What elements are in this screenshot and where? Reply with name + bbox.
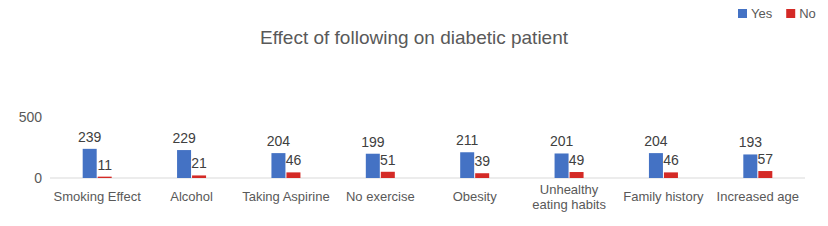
x-tick-label: Family history bbox=[623, 189, 704, 204]
bar bbox=[381, 172, 395, 178]
y-tick-label: 500 bbox=[19, 109, 43, 125]
data-label: 211 bbox=[456, 132, 479, 148]
bar bbox=[192, 175, 206, 178]
bar bbox=[475, 173, 489, 178]
x-tick-label: Alcohol bbox=[170, 189, 213, 204]
legend-swatch bbox=[738, 9, 747, 18]
x-tick-label: Taking Aspirine bbox=[242, 189, 329, 204]
data-label: 51 bbox=[380, 152, 396, 168]
x-tick-label: Increased age bbox=[717, 189, 799, 204]
data-label: 193 bbox=[739, 134, 763, 150]
x-tick-label-line: eating habits bbox=[532, 197, 606, 212]
chart-title: Effect of following on diabetic patient bbox=[260, 27, 569, 48]
bar bbox=[460, 152, 474, 178]
x-tick-label: Unhealthyeating habits bbox=[532, 182, 606, 212]
x-tick-label-line: Unhealthy bbox=[540, 182, 599, 197]
bar bbox=[271, 153, 285, 178]
data-label: 229 bbox=[172, 130, 196, 146]
x-tick-label: Smoking Effect bbox=[54, 189, 142, 204]
data-label: 11 bbox=[97, 157, 112, 173]
bars bbox=[83, 149, 773, 178]
bar bbox=[570, 172, 584, 178]
bar bbox=[98, 177, 112, 178]
bar bbox=[758, 171, 772, 178]
x-tick-label: No exercise bbox=[346, 189, 415, 204]
y-tick bbox=[46, 117, 50, 118]
legend-label: Yes bbox=[751, 6, 773, 21]
data-label: 204 bbox=[644, 133, 668, 149]
bar bbox=[649, 153, 663, 178]
chart: Effect of following on diabetic patient Y… bbox=[0, 0, 828, 226]
x-tick-label: Obesity bbox=[453, 189, 498, 204]
legend-label: No bbox=[799, 6, 816, 21]
data-label: 49 bbox=[569, 152, 585, 168]
bar bbox=[177, 150, 191, 178]
data-label: 21 bbox=[191, 155, 207, 171]
data-label: 201 bbox=[550, 133, 574, 149]
data-label: 39 bbox=[474, 153, 490, 169]
x-axis-line bbox=[50, 178, 805, 179]
bar bbox=[286, 172, 300, 178]
y-tick bbox=[46, 178, 50, 179]
data-label: 57 bbox=[758, 151, 774, 167]
data-label: 204 bbox=[267, 133, 291, 149]
y-tick-label: 0 bbox=[34, 170, 42, 186]
data-label: 46 bbox=[286, 152, 302, 168]
bar bbox=[83, 149, 97, 178]
bar bbox=[555, 153, 569, 178]
bar bbox=[743, 154, 757, 178]
bar bbox=[366, 154, 380, 178]
data-label: 239 bbox=[78, 129, 102, 145]
data-label: 46 bbox=[663, 152, 679, 168]
bar bbox=[664, 172, 678, 178]
legend-swatch bbox=[786, 9, 795, 18]
data-label: 199 bbox=[361, 134, 385, 150]
